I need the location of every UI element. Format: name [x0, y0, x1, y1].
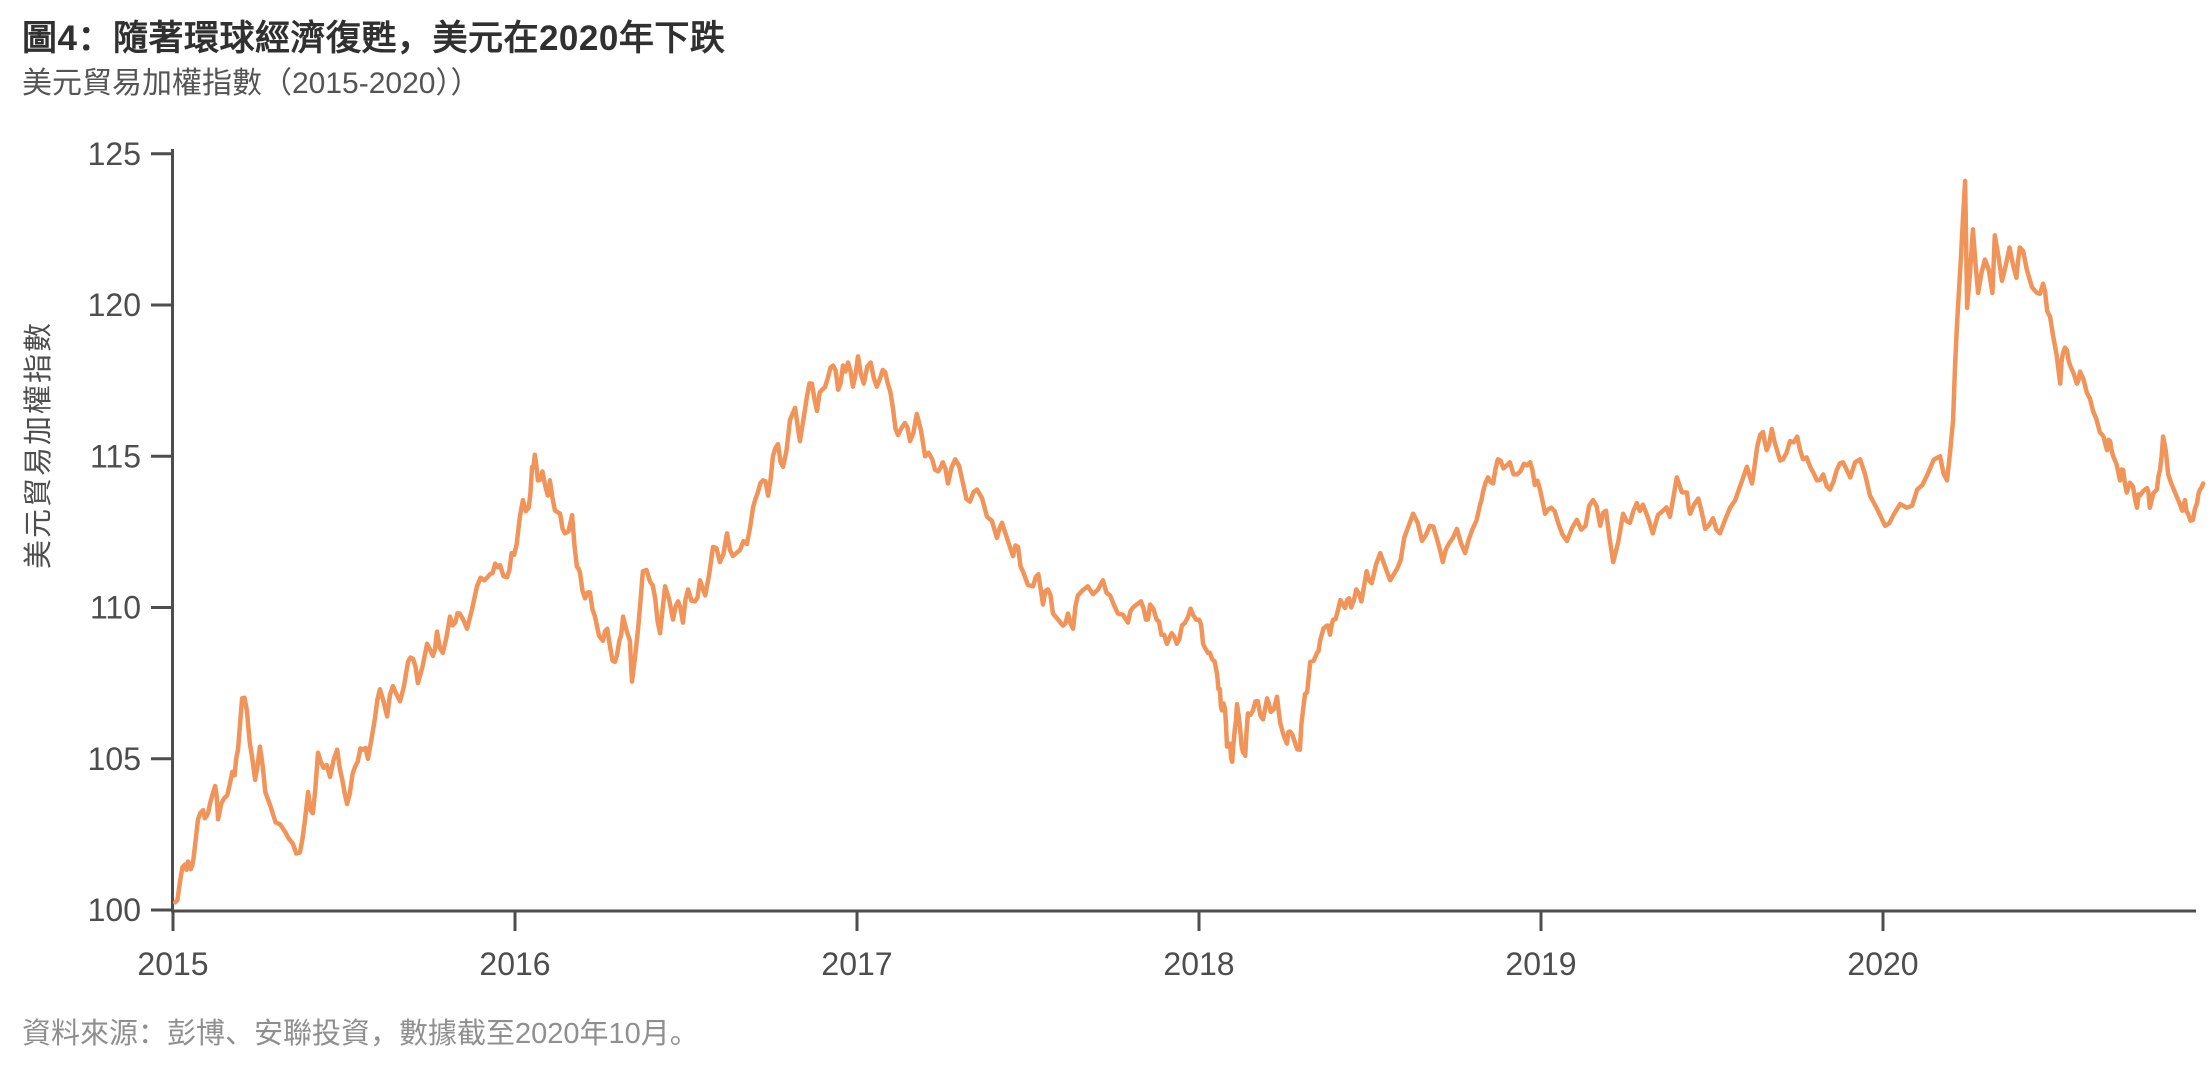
figure-title: 圖4：隨著環球經濟復甦，美元在2020年下跌 — [22, 19, 726, 58]
y-tick-label: 105 — [88, 741, 141, 777]
y-tick-label: 115 — [90, 438, 141, 474]
usd-trade-weighted-index-line — [172, 178, 2206, 905]
x-tick-label: 2019 — [1505, 946, 1576, 982]
x-tick-label: 2017 — [821, 946, 892, 982]
y-tick-label: 110 — [90, 590, 141, 626]
y-tick-label: 120 — [88, 287, 141, 323]
x-tick-label: 2018 — [1163, 946, 1234, 982]
x-tick-label: 2015 — [137, 946, 208, 982]
y-tick-label: 125 — [88, 136, 141, 172]
x-tick-label: 2016 — [479, 946, 550, 982]
source-note: 資料來源：彭博、安聯投資，數據截至2020年10月。 — [22, 1018, 699, 1050]
figure-subtitle: 美元貿易加權指數（2015-2020）） — [22, 67, 481, 100]
x-tick-label: 2020 — [1847, 946, 1918, 982]
y-tick-label: 100 — [88, 892, 141, 928]
